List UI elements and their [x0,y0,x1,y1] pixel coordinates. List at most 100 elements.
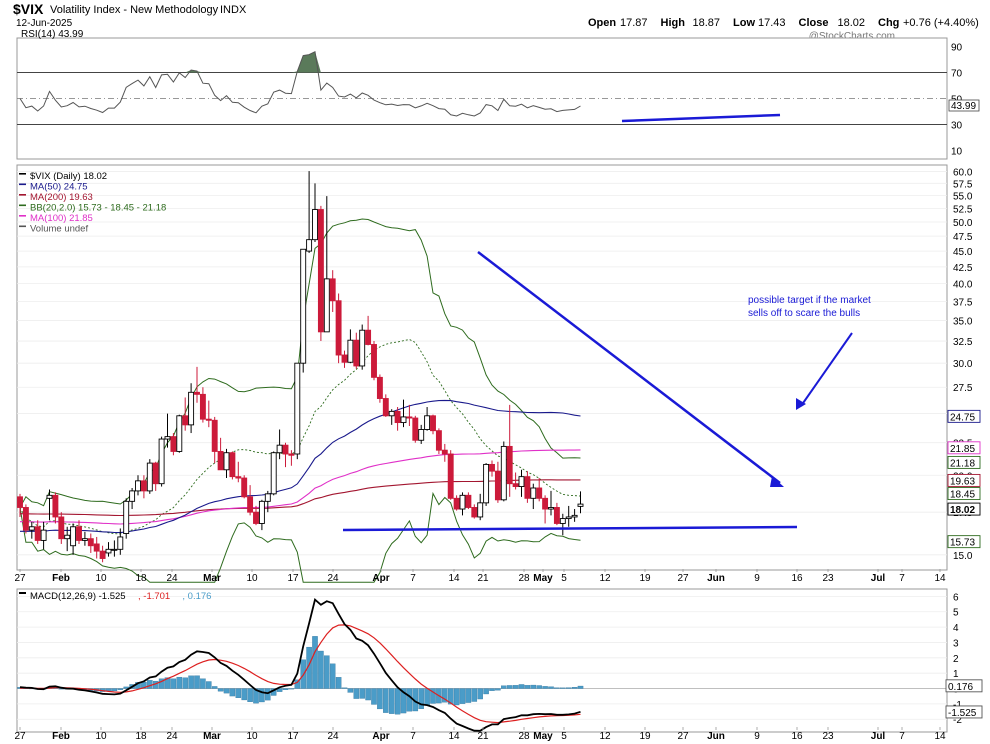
macd-hist-bar [111,688,118,692]
price-tick-9: 37.5 [953,297,973,308]
candle [182,397,189,431]
macd-hist-bar [430,688,436,704]
x-label-20: 9 [754,731,760,742]
x-label-4: 24 [166,731,178,742]
candle [111,540,118,557]
macd-hist-bar [341,687,348,689]
candle [99,545,106,563]
macd-hist-bar [335,677,342,689]
candle [158,436,165,487]
value-badge-5 [947,502,981,516]
price-tick-4: 50.0 [953,218,973,229]
candle [347,329,354,364]
macd-hist-bar [518,684,525,689]
ohlc-value-4: +0.76 (+4.40%) [903,17,979,29]
macd-hist-bar [229,688,236,697]
support-trendline [342,525,798,532]
x-label-0: 27 [14,731,26,742]
price-tick-11: 32.5 [953,337,973,348]
price-panel: 60.057.5 55.052.5 50.0 47.5 45.0 42.5 40.0 37.5… [16,164,981,583]
macd-hist-bar [282,688,289,690]
candle [76,520,82,544]
rsi-overbought-fill [185,51,321,73]
candle [441,443,448,462]
macd-legend-item-0: MACD(12,26,9) -1.525 [30,591,126,602]
macd-hist-bar [571,687,578,689]
candle [52,492,59,524]
macd-value-badges: 0.176 -1.525 [945,679,983,719]
macd-tick-4: 2 [953,654,959,665]
legend-item-3: BB(20,2.0) 15.73 - 18.45 - 21.18 [30,203,166,214]
annotation-line-2: sells off to scare the bulls [748,308,860,319]
macd-hist-bar [483,688,489,695]
price-tick-12: 30.0 [953,359,973,370]
x-label-24: 7 [899,573,905,584]
x-label-16: 12 [599,731,611,742]
ohlc-label-4: Chg [878,17,899,29]
price-tick-10: 35.0 [953,317,973,328]
macd-hist-bar [359,688,365,699]
annotation: possible target if the market sells off … [748,295,871,319]
candle [288,450,295,466]
candle [117,528,124,555]
macd-hist-bar [471,688,478,702]
rsi-line [19,50,581,117]
candle [87,533,94,553]
x-label-15: 5 [561,731,567,742]
candle [465,492,472,510]
macd-hist-bar [383,688,389,713]
x-label-15: 5 [561,573,567,584]
macd-hist-bar [158,678,165,689]
candle [359,324,366,370]
price-tick-7: 42.5 [953,263,973,274]
price-tick-0: 60.0 [953,168,973,179]
candle [229,451,236,480]
candle [152,461,159,491]
candle [64,526,71,552]
candle [300,248,307,373]
resistance-trendline [477,251,781,484]
candle [105,542,112,557]
candle [199,387,206,423]
macd-badge-1 [945,705,983,719]
macd-hist-bar [200,678,206,689]
x-label-25: 14 [934,731,946,742]
candle [577,491,584,514]
annotation-line-1: possible target if the market [748,295,871,306]
value-badge-1 [947,441,981,455]
macd-hist-bar [371,688,377,705]
value-badge-text-6: 15.73 [950,538,975,549]
macd-tick-8: -2 [953,715,962,726]
candle [365,315,372,346]
macd-tick-2: 4 [953,623,959,634]
macd-histogram [17,636,584,715]
x-label-21: 16 [791,731,803,742]
legend-item-4: MA(100) 21.85 [30,213,93,224]
x-label-13: 28 [518,731,530,742]
macd-hist-bar [318,650,324,689]
ohlc-value-3: 18.02 [838,17,866,29]
macd-tick-7: -1 [953,700,962,711]
candle [306,171,313,253]
candle [194,366,200,403]
candle [170,433,177,456]
candle [376,374,383,403]
price-tick-13: 27.5 [953,383,973,394]
watermark: @StockCharts.com [809,31,895,42]
macd-hist-bar [265,688,271,701]
x-label-18: 27 [677,731,689,742]
macd-hist-bar [247,688,253,702]
candle [565,505,572,527]
macd-hist-bar [259,688,265,703]
macd-hist-bar [241,688,247,701]
macd-tick-1: 5 [953,608,959,619]
value-badge-4 [947,487,981,501]
x-label-3: 18 [135,573,147,584]
legend-item-5: Volume undef [30,224,88,235]
x-label-1: Feb [52,731,70,742]
candle [264,490,271,513]
x-label-19: Jun [707,573,725,584]
macd-tick-5: 1 [953,669,959,680]
macd-hist-bar [453,688,460,706]
